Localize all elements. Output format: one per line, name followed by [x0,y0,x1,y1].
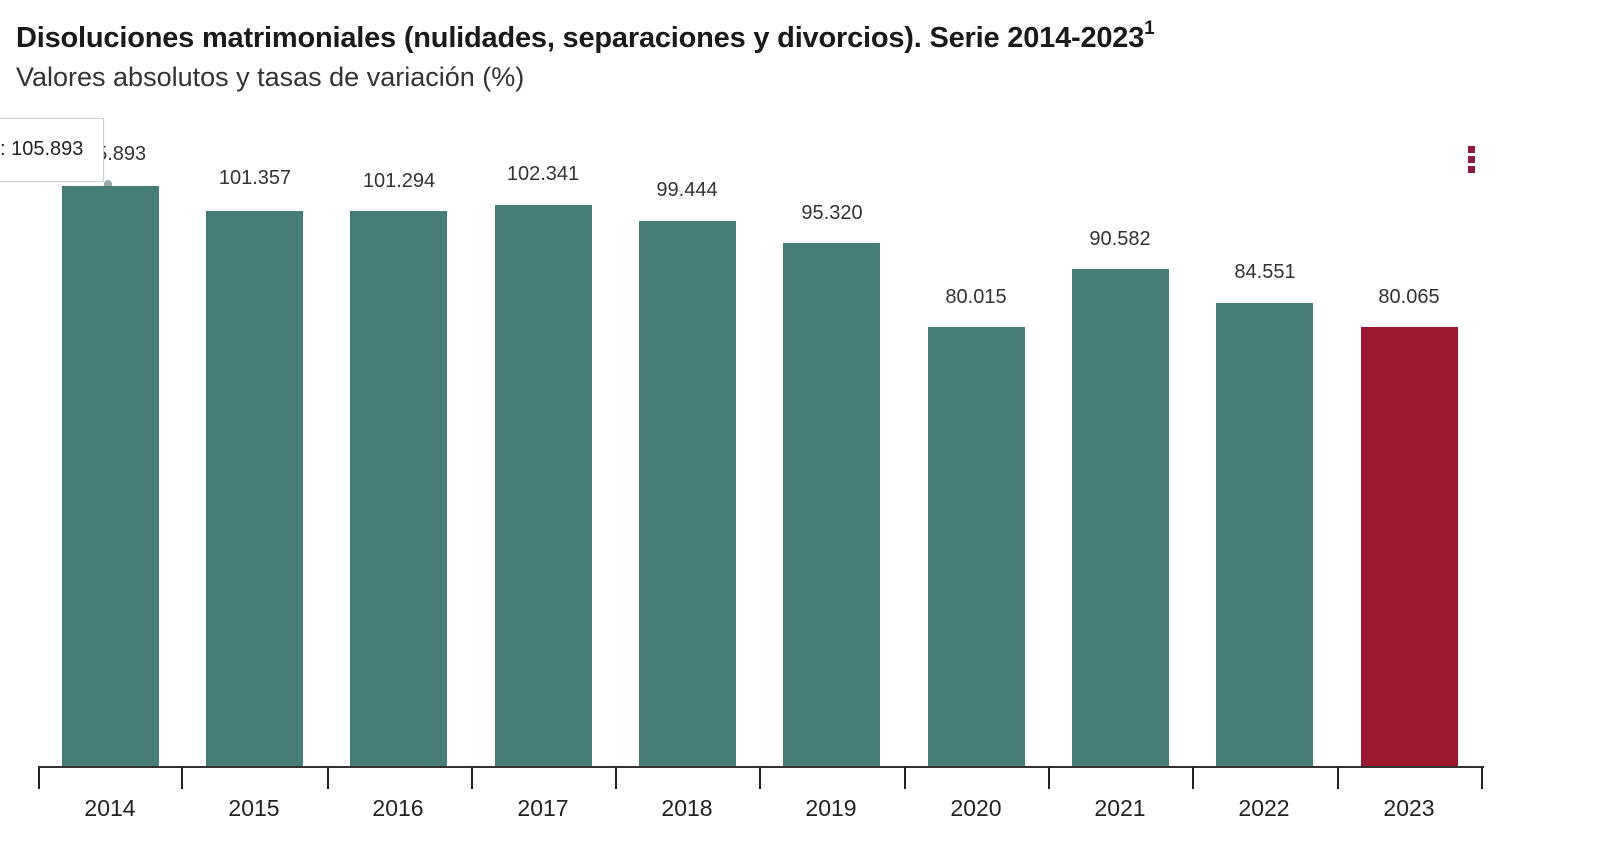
x-label-2015: 2015 [228,795,280,821]
data-label-2019: 95.320 [801,202,863,224]
data-label-2023: 80.065 [1378,286,1440,308]
x-axis-tick [904,767,906,789]
x-label-2021: 2021 [1094,795,1146,821]
bar-2023[interactable] [1361,327,1458,767]
x-axis-tick [1048,767,1050,789]
bar-2021[interactable] [1072,269,1169,767]
x-axis-tick [615,767,617,789]
chart-menu-button[interactable] [1462,140,1482,180]
bar-2018[interactable] [639,221,736,767]
data-label-2017: 102.341 [506,163,580,185]
x-label-2019: 2019 [805,795,857,821]
x-axis-line [38,766,1484,768]
chart-title-text: Disoluciones matrimoniales (nulidades, s… [16,22,1145,54]
data-label-2016: 101.294 [362,170,436,192]
data-label-2018: 99.444 [656,179,718,201]
x-axis-tick [1192,767,1194,789]
vertical-ellipsis-icon [1468,146,1475,153]
x-axis-tick [327,767,329,789]
x-label-2022: 2022 [1238,795,1290,821]
bar-2017[interactable] [495,205,592,767]
x-label-2018: 2018 [661,795,713,821]
vertical-ellipsis-icon [1468,166,1475,173]
x-label-2020: 2020 [950,795,1002,821]
data-label-2022: 84.551 [1234,261,1296,283]
bar-2016[interactable] [350,211,447,767]
x-label-2023: 2023 [1383,795,1435,821]
bar-2020[interactable] [928,327,1025,767]
x-axis-tick [471,767,473,789]
vertical-ellipsis-icon [1468,156,1475,163]
chart-subtitle: Valores absolutos y tasas de variación (… [16,62,525,92]
bar-2022[interactable] [1216,303,1313,767]
title-footnote: 1 [1144,18,1155,39]
data-label-2021: 90.582 [1089,228,1151,250]
chart-title: Disoluciones matrimoniales (nulidades, s… [16,18,1155,55]
x-label-2016: 2016 [372,795,424,821]
x-label-2014: 2014 [84,795,136,821]
data-label-2020: 80.015 [945,286,1007,308]
tooltip-pointer [104,180,112,186]
x-axis-tick [181,767,183,789]
data-label-2015: 101.357 [218,167,292,189]
x-axis-tick [1481,767,1483,789]
x-label-2017: 2017 [517,795,569,821]
bar-2019[interactable] [783,243,880,767]
tooltip [0,118,104,182]
x-axis-tick [38,767,40,789]
bar-2014[interactable] [62,186,159,767]
bar-2015[interactable] [206,211,303,767]
x-axis-tick [759,767,761,789]
x-axis-tick [1337,767,1339,789]
tooltip-text: : 105.893 [0,138,84,160]
